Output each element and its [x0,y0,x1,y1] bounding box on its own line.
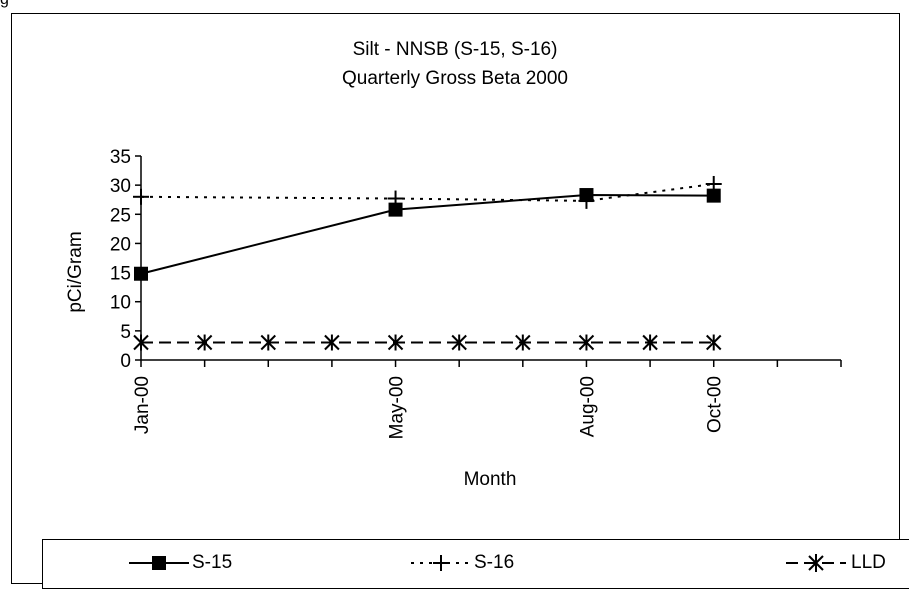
data-point-lld [260,334,276,351]
data-point-lld [324,334,340,351]
chart-subtitle: Quarterly Gross Beta 2000 [342,68,568,89]
y-tick-label: 0 [120,351,131,372]
series-line-s16 [140,182,714,202]
data-point-s15 [388,202,403,217]
y-tick-label: 25 [110,205,131,226]
legend-label-s16: S-16 [474,552,515,573]
data-point-lld [196,334,213,351]
x-tick-label: Aug-00 [577,376,598,437]
data-point-s16 [133,188,149,205]
chart-area: Silt - NNSB (S-15, S-16) Quarterly Gross… [11,13,909,589]
data-point-lld [578,334,595,351]
y-tick-label: 15 [110,264,131,285]
data-point-s15 [134,266,148,281]
y-tick-label: 35 [110,147,131,168]
data-point-lld [133,334,149,351]
legend-label-lld: LLD [851,552,886,573]
data-point-lld [706,334,722,351]
legend-swatch-s15 [129,556,189,570]
y-axis-label: pCi/Gram [65,231,86,312]
data-point-lld [451,334,467,351]
data-point-lld [515,334,531,351]
data-point-s16 [578,192,595,209]
legend: S-15 S-16 LLD [42,539,909,589]
data-point-lld [387,334,404,351]
series-line-s15 [140,194,714,275]
legend-swatch-lld [786,554,846,572]
legend-label-s15: S-15 [192,552,233,573]
chart-svg: Silt - NNSB (S-15, S-16) Quarterly Gross… [65,39,842,490]
clipped-top-text: g [0,0,9,9]
data-point-lld [642,334,658,351]
plot-layer: 0 5 10 15 20 25 30 35 Jan-00 May-00 Aug-00 Oct-00 [110,147,842,439]
chart-title: Silt - NNSB (S-15, S-16) [353,39,558,60]
data-point-s16 [387,190,404,207]
x-tick-label: Oct-00 [705,376,726,433]
data-point-s15 [706,188,721,203]
y-tick-label: 10 [110,293,131,314]
legend-swatch-s16 [411,555,471,571]
y-tick-label: 20 [110,234,131,255]
y-tick-label: 30 [110,176,131,197]
x-axis-label: Month [464,469,517,490]
x-tick-label: Jan-00 [132,376,153,434]
y-tick-label: 5 [120,322,131,343]
x-tick-label: May-00 [387,376,408,439]
data-point-s16 [705,175,722,192]
